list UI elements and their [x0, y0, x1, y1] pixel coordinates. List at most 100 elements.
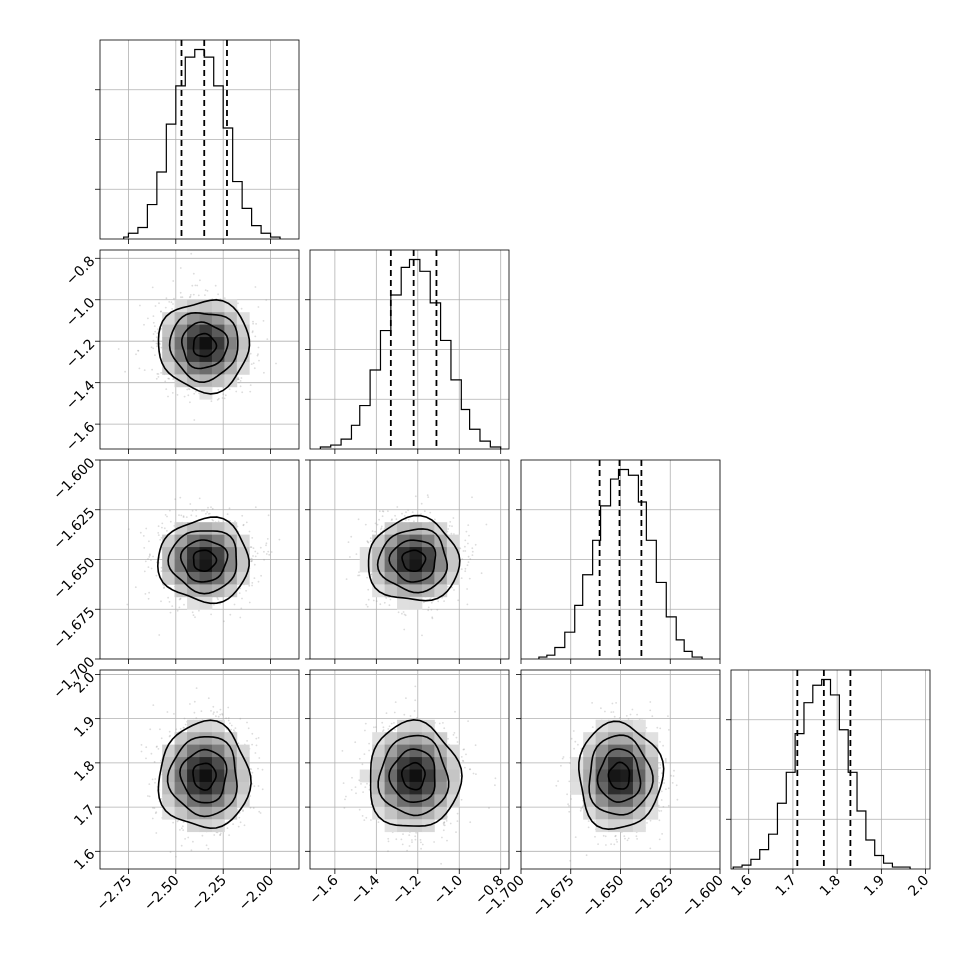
scatter-point: [152, 333, 155, 335]
scatter-point: [180, 296, 182, 299]
density-cell: [236, 794, 250, 808]
scatter-point: [160, 346, 163, 349]
scatter-point: [251, 743, 254, 746]
scatter-point: [176, 394, 179, 396]
density-cell: [224, 324, 238, 338]
scatter-point: [370, 573, 373, 576]
scatter-point: [237, 742, 240, 745]
scatter-point: [253, 367, 256, 370]
scatter-point: [257, 767, 259, 770]
scatter-point: [254, 286, 257, 288]
scatter-point: [152, 315, 155, 317]
scatter-point: [380, 525, 383, 528]
scatter-point: [172, 303, 174, 305]
scatter-point: [152, 347, 155, 350]
scatter-point: [217, 388, 220, 391]
scatter-point: [210, 710, 212, 712]
scatter-point: [453, 533, 455, 535]
scatter-point: [420, 847, 422, 850]
contour-level-2: [168, 311, 239, 384]
scatter-point: [467, 542, 469, 545]
scatter-point: [239, 821, 242, 824]
scatter-point: [229, 520, 232, 522]
scatter-point: [226, 513, 229, 515]
density-cell: [199, 781, 213, 795]
density-cell: [224, 781, 238, 795]
scatter-point: [223, 397, 226, 400]
scatter-point: [189, 295, 192, 298]
scatter-point: [431, 617, 434, 620]
scatter-point: [183, 395, 186, 398]
scatter-point: [207, 697, 210, 700]
scatter-point: [155, 832, 158, 834]
density-cell: [409, 522, 423, 536]
scatter-point: [173, 713, 175, 715]
scatter-point: [469, 821, 472, 824]
scatter-point: [189, 703, 191, 705]
scatter-point: [378, 518, 380, 521]
scatter-point: [169, 851, 172, 853]
density-cell: [224, 769, 238, 783]
scatter-point: [155, 811, 158, 813]
scatter-point: [249, 806, 252, 809]
scatter-point: [228, 388, 231, 390]
density-cell: [409, 547, 423, 560]
scatter-point: [166, 515, 168, 518]
scatter-point: [403, 515, 406, 517]
scatter-point: [150, 752, 153, 755]
scatter-point: [191, 509, 194, 512]
density-cell: [236, 361, 250, 375]
scatter-point: [411, 511, 414, 513]
density-cell: [211, 547, 225, 560]
scatter-point: [228, 507, 231, 510]
density-cell: [384, 534, 398, 548]
scatter-point: [455, 831, 457, 833]
scatter-point: [241, 391, 244, 394]
scatter-point: [240, 307, 243, 310]
density-cell: [384, 584, 398, 598]
scatter-point: [193, 711, 196, 714]
scatter-point: [258, 810, 261, 813]
scatter-point: [193, 392, 196, 395]
scatter-point: [248, 530, 251, 533]
scatter-point: [242, 524, 245, 527]
density-cell: [199, 744, 213, 758]
scatter-point: [154, 330, 157, 333]
scatter-point: [149, 554, 151, 557]
scatter-point: [197, 294, 200, 297]
scatter-point: [387, 510, 389, 512]
scatter-point: [210, 400, 213, 403]
scatter-point: [219, 832, 222, 835]
scatter-point: [464, 550, 467, 552]
scatter-point: [369, 537, 372, 540]
scatter-point: [227, 717, 230, 719]
scatter-point: [251, 582, 254, 584]
scatter-point: [168, 301, 171, 303]
scatter-point: [238, 592, 241, 594]
density-cell: [187, 757, 200, 770]
density-cell: [162, 312, 176, 326]
scatter-point: [239, 380, 242, 382]
density-cell: [446, 559, 460, 573]
scatter-point: [191, 611, 194, 614]
scatter-point: [191, 284, 194, 287]
scatter-point: [233, 603, 236, 606]
density-cell: [236, 571, 250, 585]
panel-frame: [99, 669, 300, 870]
scatter-point: [442, 822, 445, 825]
scatter-point: [382, 510, 385, 513]
density-cell: [211, 337, 225, 350]
scatter-point: [217, 397, 220, 400]
density-cell: [187, 794, 200, 808]
scatter-point: [155, 377, 158, 380]
scatter-point: [370, 573, 373, 575]
scatter-point: [457, 599, 460, 602]
scatter-point: [204, 294, 206, 296]
scatter-panel-2-0: [99, 459, 300, 660]
scatter-point: [449, 521, 452, 523]
scatter-point: [250, 546, 253, 548]
scatter-point: [207, 506, 209, 509]
scatter-point: [203, 509, 205, 512]
scatter-point: [172, 378, 175, 380]
